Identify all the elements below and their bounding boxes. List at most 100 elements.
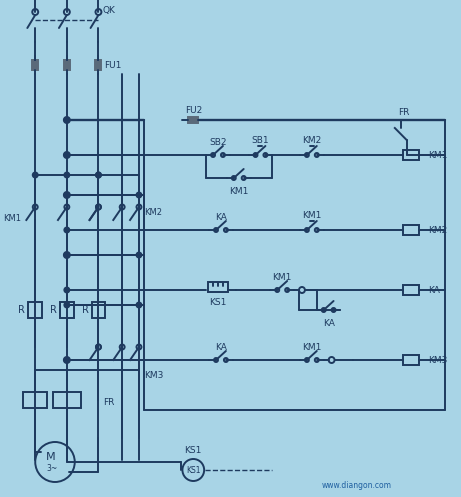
Bar — [403, 355, 419, 365]
Circle shape — [263, 153, 267, 157]
Circle shape — [95, 9, 101, 15]
Circle shape — [32, 9, 38, 15]
Circle shape — [96, 172, 101, 177]
Text: KM2: KM2 — [144, 208, 162, 217]
Circle shape — [331, 308, 336, 312]
Text: R: R — [82, 305, 89, 315]
Text: KM3: KM3 — [428, 355, 448, 364]
Circle shape — [275, 288, 279, 292]
Circle shape — [33, 172, 38, 177]
Circle shape — [120, 344, 124, 349]
Bar — [403, 150, 419, 160]
Circle shape — [224, 228, 228, 232]
Text: M: M — [46, 452, 56, 462]
Circle shape — [305, 228, 309, 232]
Circle shape — [64, 117, 70, 123]
Circle shape — [211, 153, 215, 157]
Circle shape — [64, 252, 70, 258]
Circle shape — [96, 344, 101, 349]
Text: KA: KA — [323, 319, 335, 328]
Circle shape — [221, 153, 225, 157]
Circle shape — [232, 176, 236, 180]
Text: SB2: SB2 — [209, 138, 227, 147]
Circle shape — [96, 344, 101, 349]
Text: KM1: KM1 — [302, 342, 321, 351]
Circle shape — [315, 358, 319, 362]
Bar — [24, 392, 47, 408]
Text: FU1: FU1 — [104, 61, 122, 70]
Circle shape — [64, 302, 70, 308]
Circle shape — [183, 459, 204, 481]
Circle shape — [96, 172, 101, 177]
Circle shape — [136, 252, 142, 257]
Bar — [60, 302, 74, 318]
Circle shape — [64, 357, 70, 363]
Circle shape — [242, 176, 246, 180]
Text: KM1: KM1 — [272, 272, 292, 281]
Bar — [64, 60, 70, 70]
Circle shape — [65, 287, 69, 293]
Circle shape — [96, 204, 101, 210]
Bar — [403, 285, 419, 295]
Circle shape — [136, 344, 142, 349]
Circle shape — [305, 358, 309, 362]
Circle shape — [65, 153, 69, 158]
Text: KS1: KS1 — [186, 466, 201, 475]
Circle shape — [64, 192, 70, 198]
Text: KM1: KM1 — [3, 214, 21, 223]
Bar — [92, 302, 106, 318]
Circle shape — [65, 357, 69, 362]
Bar — [189, 117, 198, 123]
Text: KM3: KM3 — [144, 370, 163, 380]
Text: KM1: KM1 — [428, 151, 448, 160]
Bar — [95, 60, 101, 70]
Circle shape — [315, 228, 319, 232]
Text: FU2: FU2 — [185, 105, 202, 114]
Circle shape — [136, 303, 142, 308]
Circle shape — [65, 117, 69, 122]
Circle shape — [315, 153, 319, 157]
Text: SB1: SB1 — [252, 136, 269, 145]
Circle shape — [64, 152, 70, 158]
Circle shape — [136, 192, 142, 197]
Text: 3~: 3~ — [47, 464, 58, 473]
Circle shape — [65, 172, 69, 177]
Circle shape — [224, 358, 228, 362]
Circle shape — [136, 204, 142, 210]
Circle shape — [329, 357, 335, 363]
Text: KS1: KS1 — [184, 445, 202, 454]
Circle shape — [299, 287, 305, 293]
Text: R: R — [18, 305, 25, 315]
Text: KA: KA — [428, 285, 440, 295]
Circle shape — [120, 204, 124, 210]
Circle shape — [65, 228, 69, 233]
Bar — [208, 282, 228, 292]
Bar — [53, 392, 81, 408]
Text: KA: KA — [215, 342, 227, 351]
Bar — [403, 225, 419, 235]
Text: KM2: KM2 — [428, 226, 448, 235]
Circle shape — [305, 153, 309, 157]
Circle shape — [65, 192, 69, 197]
Bar — [28, 302, 42, 318]
Circle shape — [64, 9, 70, 15]
Bar — [32, 60, 38, 70]
Circle shape — [214, 228, 218, 232]
Circle shape — [65, 303, 69, 308]
Circle shape — [96, 204, 101, 210]
Circle shape — [322, 308, 325, 312]
Circle shape — [65, 252, 69, 257]
Circle shape — [214, 358, 218, 362]
Circle shape — [33, 204, 38, 210]
Text: FR: FR — [398, 107, 409, 116]
Text: KM1: KM1 — [302, 211, 321, 220]
Text: www.diangon.com: www.diangon.com — [321, 481, 391, 490]
Circle shape — [285, 288, 289, 292]
Circle shape — [65, 204, 69, 210]
Text: R: R — [50, 305, 57, 315]
Circle shape — [254, 153, 258, 157]
Text: KS1: KS1 — [209, 298, 227, 307]
Text: KM1: KM1 — [229, 186, 248, 195]
Text: KM2: KM2 — [302, 136, 321, 145]
Text: KA: KA — [215, 213, 227, 222]
